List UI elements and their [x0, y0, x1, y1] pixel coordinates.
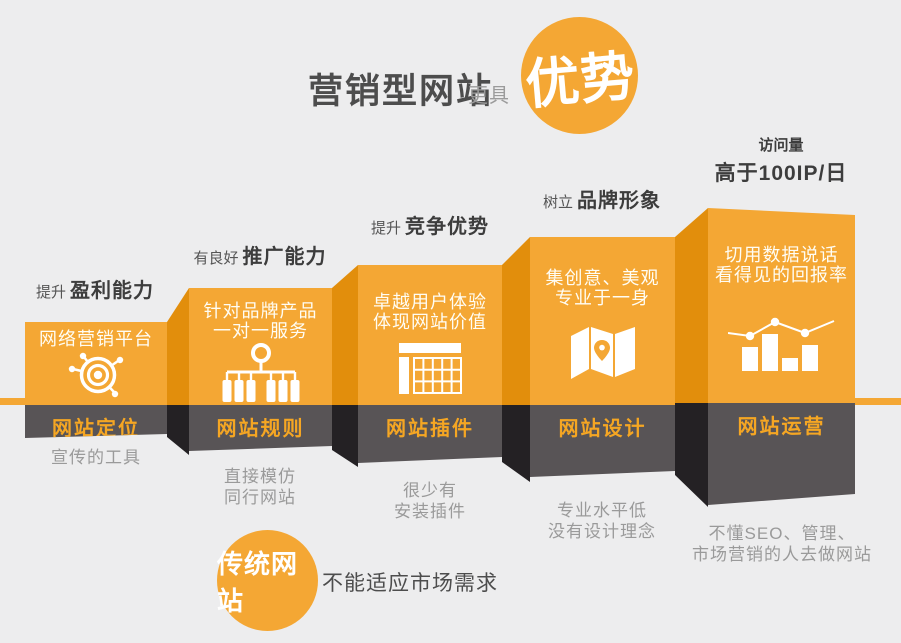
step5-tagline: 访问量 高于100IP/日: [714, 137, 848, 185]
fold-connector: [675, 208, 708, 405]
step4-label: 网站设计: [558, 418, 647, 440]
step2-label: 网站规则: [216, 418, 305, 440]
target-network-icon: [68, 352, 124, 398]
step2-body: 针对品牌产品: [203, 301, 318, 321]
advantage-badge: 优势: [521, 17, 638, 134]
step1-tagline: 提升 盈利能力: [35, 280, 154, 302]
step4-caption: 专业水平低 没有设计理念: [548, 501, 656, 541]
step2-label-band: 网站规则: [189, 405, 332, 451]
fold-shadow: [332, 405, 358, 467]
traditional-site-badge-label: 传统网站: [217, 548, 299, 616]
step2-tagline: 有良好 推广能力: [193, 246, 327, 268]
step5-face: 切用数据说话 看得见的回报率: [708, 208, 855, 403]
step5-label-band: 网站运营: [708, 403, 855, 505]
step3-body: 体现网站价值: [373, 312, 487, 332]
step2-body: 一对一服务: [213, 321, 308, 341]
step4-body: 专业于一身: [555, 288, 650, 308]
step1-face: 网络营销平台: [25, 322, 167, 405]
traditional-site-badge: 传统网站: [217, 530, 318, 631]
fold-connector: [167, 288, 189, 405]
fold-shadow: [502, 405, 530, 482]
step5-label: 网站运营: [737, 416, 826, 438]
page-subtitle: 更具: [468, 85, 510, 107]
step5-body: 看得见的回报率: [715, 265, 848, 285]
step3-caption: 很少有 安装插件: [394, 481, 466, 521]
step4-label-band: 网站设计: [530, 405, 675, 477]
step4-face: 集创意、美观 专业于一身: [530, 237, 675, 405]
step1-body: 网络营销平台: [39, 329, 153, 349]
step4-tagline: 树立 品牌形象: [542, 190, 661, 212]
fold-connector: [502, 237, 530, 405]
step3-tagline: 提升 竞争优势: [370, 216, 489, 238]
fold-shadow: [675, 403, 708, 507]
step1-caption: 宣传的工具: [51, 448, 141, 467]
step1-label-band: 网站定位: [25, 405, 167, 438]
step2-caption: 直接模仿 同行网站: [224, 467, 296, 507]
step5-caption: 不懂SEO、管理、 市场营销的人去做网站: [692, 524, 872, 564]
table-grid-icon: [399, 343, 462, 394]
advantage-badge-label: 优势: [522, 46, 638, 116]
step3-face: 卓越用户体验 体现网站价值: [358, 265, 502, 405]
traditional-site-text: 不能适应市场需求: [322, 572, 498, 595]
step3-body: 卓越用户体验: [373, 292, 487, 312]
step3-label-band: 网站插件: [358, 405, 502, 463]
bar-line-chart-icon: [727, 317, 834, 371]
step5-body: 切用数据说话: [724, 245, 839, 265]
step2-face: 针对品牌产品 一对一服务: [189, 288, 332, 405]
page-title: 营销型网站: [308, 72, 494, 111]
step4-body: 集创意、美观: [545, 268, 660, 288]
map-pin-icon: [570, 327, 635, 379]
fold-connector: [332, 265, 358, 405]
org-chart-icon: [222, 343, 299, 402]
step3-label: 网站插件: [386, 418, 474, 440]
step1-label: 网站定位: [52, 418, 140, 440]
